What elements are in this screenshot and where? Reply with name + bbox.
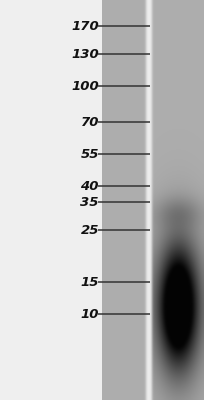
Text: 70: 70 (81, 116, 99, 128)
Text: 35: 35 (81, 196, 99, 208)
Text: 10: 10 (81, 308, 99, 320)
Text: 130: 130 (71, 48, 99, 60)
Text: 25: 25 (81, 224, 99, 236)
Text: 40: 40 (81, 180, 99, 192)
Text: 55: 55 (81, 148, 99, 160)
Text: 170: 170 (71, 20, 99, 32)
Text: 15: 15 (81, 276, 99, 288)
Text: 100: 100 (71, 80, 99, 92)
